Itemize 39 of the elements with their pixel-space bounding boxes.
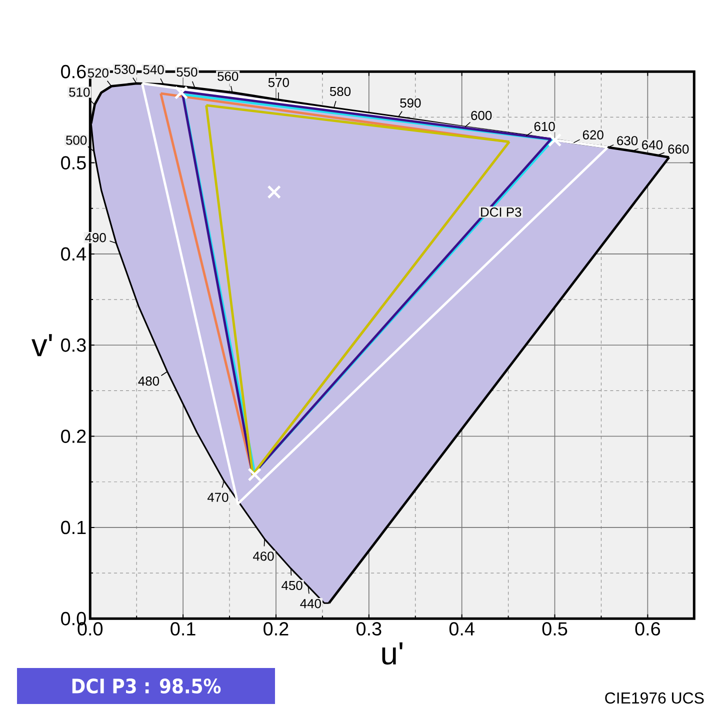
- x-tick-label: 0.3: [356, 622, 382, 636]
- y-tick-label: 0.6: [61, 64, 86, 78]
- annotation: 550: [176, 67, 198, 77]
- annotation: 590: [400, 98, 421, 108]
- annotation: DCI P3: [481, 208, 522, 217]
- annotation: 490: [85, 233, 106, 242]
- text: DCI P3 : 98.5%: [72, 678, 221, 694]
- x-axis-title: u': [382, 642, 402, 665]
- annotation: 530: [114, 64, 136, 74]
- annotation: 540: [143, 65, 164, 74]
- text: CIE1976 UCS: [605, 692, 704, 704]
- annotation: 510: [69, 88, 90, 97]
- annotation: 580: [330, 86, 351, 96]
- annotation: 630: [617, 136, 638, 146]
- y-tick-label: 0.5: [61, 156, 86, 170]
- y-tick-label: 0.4: [61, 247, 86, 261]
- annotation: 640: [642, 140, 662, 150]
- annotation: 470: [207, 492, 228, 502]
- y-tick-label: 0.2: [61, 430, 86, 443]
- y-axis-title: v': [32, 334, 52, 356]
- annotation: 620: [582, 130, 604, 140]
- annotation: 570: [268, 78, 289, 88]
- x-tick-label: 0.2: [264, 622, 288, 636]
- annotation: 520: [88, 68, 108, 78]
- y-tick-label: 0.1: [61, 520, 86, 534]
- x-tick-label: 0.5: [542, 622, 568, 636]
- annotation: 600: [471, 110, 492, 120]
- annotation: 480: [138, 376, 160, 386]
- annotation: 440: [300, 599, 321, 608]
- annotation: 500: [66, 136, 87, 145]
- annotation: 560: [218, 72, 238, 81]
- x-tick-label: 0.6: [635, 622, 660, 636]
- annotation: 660: [668, 144, 689, 154]
- annotation: 450: [282, 580, 302, 590]
- x-tick-label: 0.1: [170, 622, 196, 636]
- annotation: 610: [534, 122, 555, 132]
- annotation: 460: [253, 552, 274, 561]
- y-tick-label: 0.3: [61, 338, 86, 352]
- x-tick-label: 0.4: [449, 622, 474, 636]
